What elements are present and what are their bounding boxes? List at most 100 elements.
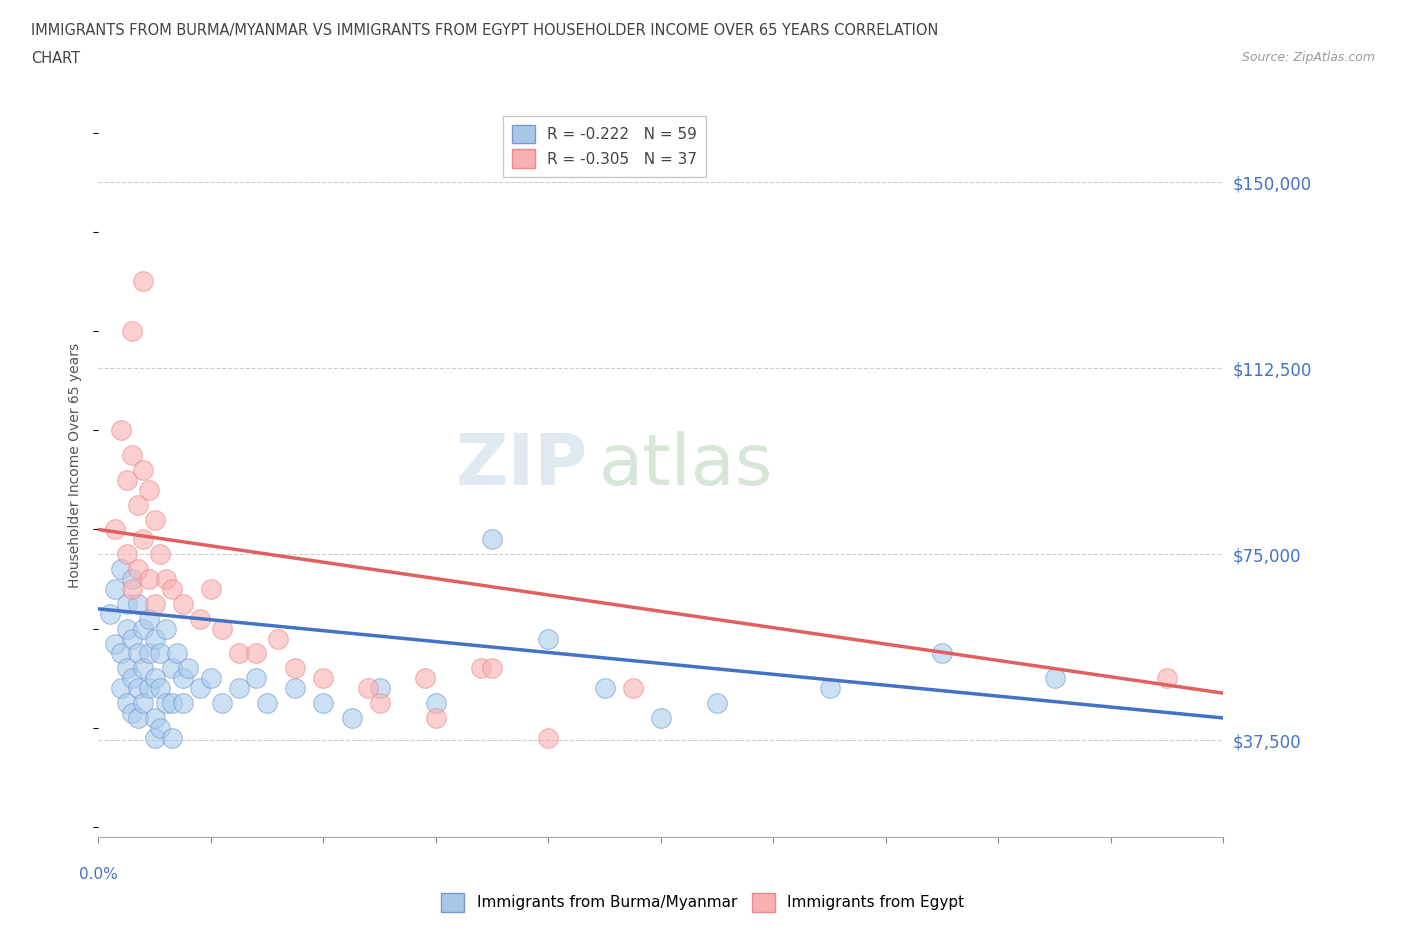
Point [650, 711, 672, 725]
Text: CHART: CHART [31, 51, 80, 66]
Point [1156, 671, 1178, 685]
Point [149, 646, 172, 661]
Legend: Immigrants from Burma/Myanmar, Immigrants from Egypt: Immigrants from Burma/Myanmar, Immigrant… [436, 887, 970, 918]
Point [121, 706, 143, 721]
Point [132, 462, 155, 477]
Text: 0.0%: 0.0% [79, 867, 118, 882]
Point [132, 661, 155, 676]
Point [143, 596, 166, 611]
Point [127, 596, 149, 611]
Point [127, 681, 149, 696]
Point [200, 581, 222, 596]
Point [245, 646, 267, 661]
Y-axis label: Householder Income Over 65 years: Householder Income Over 65 years [69, 342, 83, 588]
Point [132, 621, 155, 636]
Point [160, 696, 183, 711]
Point [115, 547, 138, 562]
Point [104, 522, 127, 537]
Point [312, 696, 335, 711]
Point [481, 532, 503, 547]
Point [818, 681, 841, 696]
Point [143, 512, 166, 527]
Text: atlas: atlas [599, 431, 773, 499]
Point [143, 711, 166, 725]
Point [413, 671, 436, 685]
Point [115, 621, 138, 636]
Point [127, 646, 149, 661]
Text: IMMIGRANTS FROM BURMA/MYANMAR VS IMMIGRANTS FROM EGYPT HOUSEHOLDER INCOME OVER 6: IMMIGRANTS FROM BURMA/MYANMAR VS IMMIGRA… [31, 23, 938, 38]
Point [143, 730, 166, 745]
Point [340, 711, 363, 725]
Point [188, 681, 211, 696]
Point [211, 696, 233, 711]
Point [138, 572, 160, 587]
Point [160, 661, 183, 676]
Point [228, 681, 250, 696]
Point [368, 681, 391, 696]
Point [121, 324, 143, 339]
Point [706, 696, 728, 711]
Point [121, 447, 143, 462]
Point [121, 572, 143, 587]
Legend: R = -0.222   N = 59, R = -0.305   N = 37: R = -0.222 N = 59, R = -0.305 N = 37 [503, 115, 706, 178]
Point [115, 596, 138, 611]
Point [211, 621, 233, 636]
Point [172, 671, 194, 685]
Point [621, 681, 644, 696]
Point [138, 681, 160, 696]
Point [138, 611, 160, 626]
Point [425, 696, 447, 711]
Point [155, 621, 177, 636]
Point [188, 611, 211, 626]
Point [121, 631, 143, 646]
Point [115, 661, 138, 676]
Point [172, 596, 194, 611]
Text: ZIP: ZIP [456, 431, 588, 499]
Point [110, 562, 132, 577]
Point [132, 274, 155, 289]
Point [537, 730, 560, 745]
Point [104, 581, 127, 596]
Point [127, 562, 149, 577]
Point [110, 423, 132, 438]
Point [149, 721, 172, 736]
Point [256, 696, 278, 711]
Point [177, 661, 200, 676]
Point [121, 581, 143, 596]
Point [149, 547, 172, 562]
Point [115, 696, 138, 711]
Point [368, 696, 391, 711]
Point [172, 696, 194, 711]
Point [481, 661, 503, 676]
Point [228, 646, 250, 661]
Point [132, 696, 155, 711]
Point [110, 681, 132, 696]
Point [121, 671, 143, 685]
Point [284, 661, 307, 676]
Point [98, 606, 121, 621]
Point [160, 730, 183, 745]
Point [138, 646, 160, 661]
Point [104, 636, 127, 651]
Point [115, 472, 138, 487]
Point [312, 671, 335, 685]
Point [537, 631, 560, 646]
Point [245, 671, 267, 685]
Point [931, 646, 953, 661]
Point [127, 711, 149, 725]
Text: Source: ZipAtlas.com: Source: ZipAtlas.com [1241, 51, 1375, 64]
Point [127, 498, 149, 512]
Point [155, 696, 177, 711]
Point [470, 661, 492, 676]
Point [284, 681, 307, 696]
Point [267, 631, 290, 646]
Point [143, 631, 166, 646]
Point [166, 646, 188, 661]
Point [155, 572, 177, 587]
Point [149, 681, 172, 696]
Point [357, 681, 380, 696]
Point [160, 581, 183, 596]
Point [143, 671, 166, 685]
Point [200, 671, 222, 685]
Point [138, 483, 160, 498]
